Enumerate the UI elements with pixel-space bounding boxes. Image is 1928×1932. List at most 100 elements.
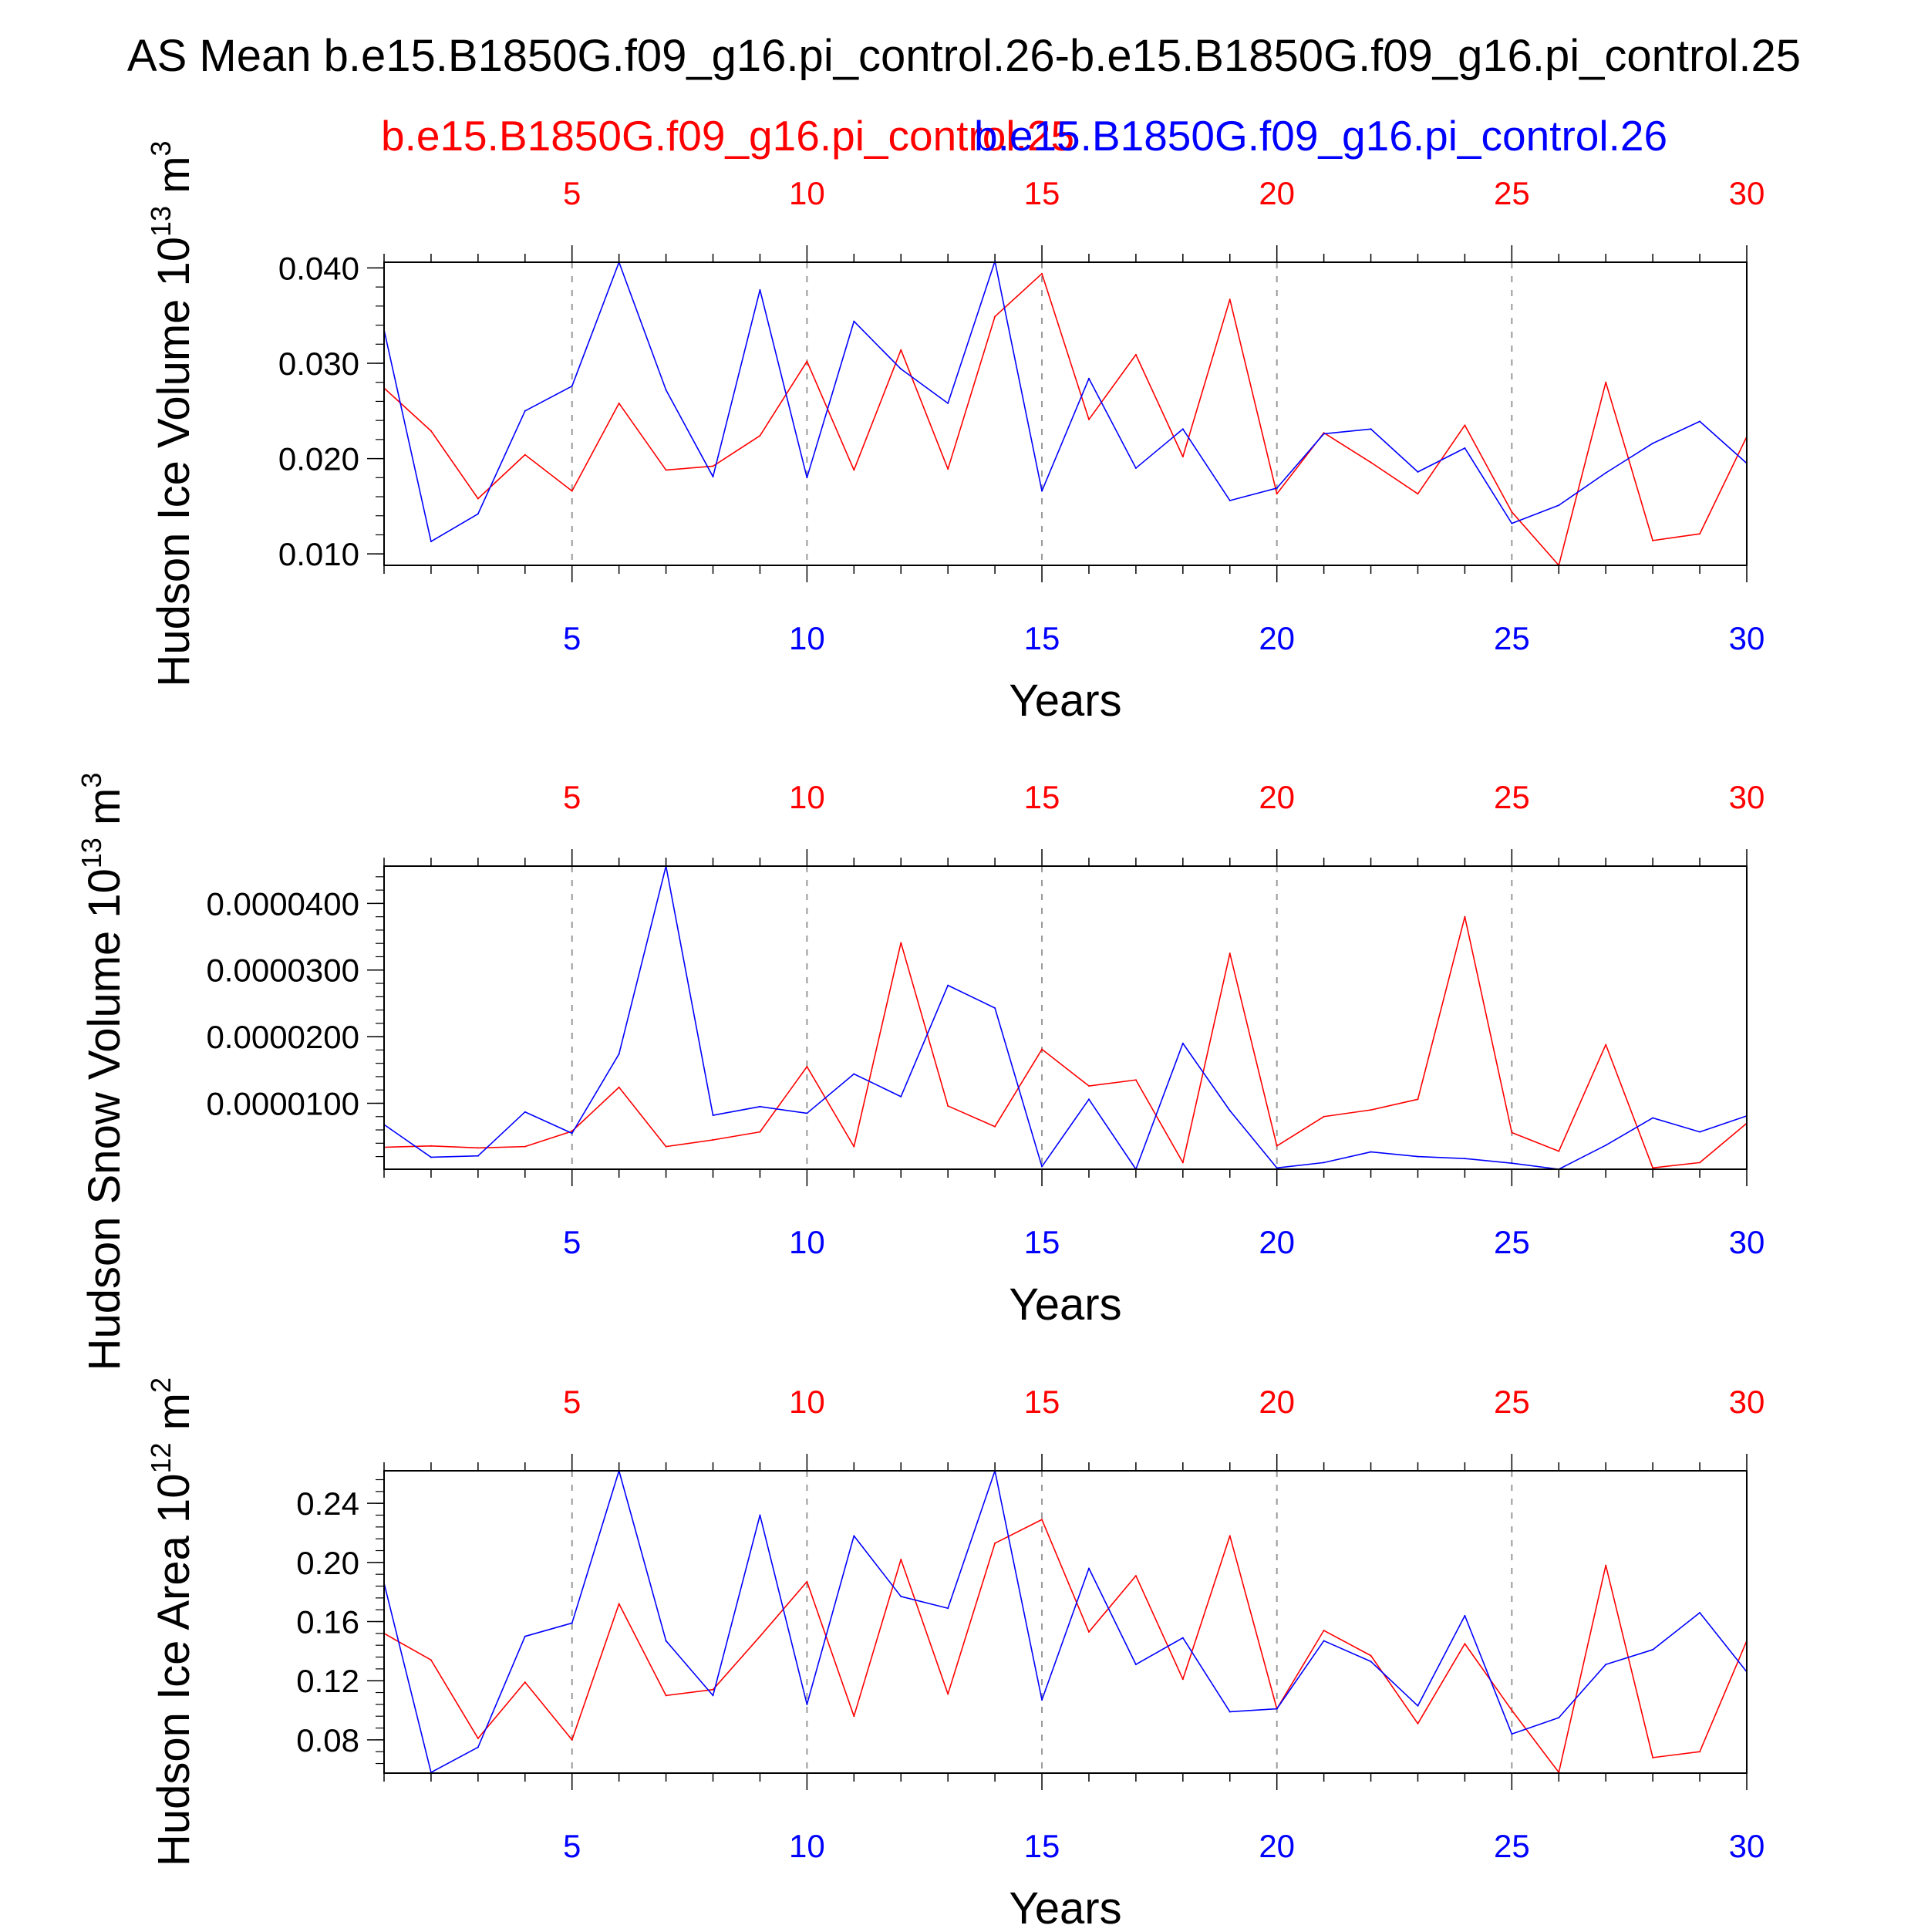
- data-point-red: [1323, 1115, 1325, 1118]
- y-axis-label: Hudson Ice Area 1012 m2: [145, 1377, 199, 1866]
- data-point-red: [853, 469, 855, 471]
- data-point-blue: [1041, 490, 1043, 492]
- data-point-blue: [1652, 442, 1654, 444]
- data-point-blue: [524, 1635, 526, 1637]
- data-point-blue: [1417, 470, 1419, 473]
- data-point-blue: [1229, 499, 1231, 501]
- x-tick-label-top: 5: [563, 175, 581, 211]
- data-point-red: [1417, 1098, 1419, 1101]
- data-point-blue: [1652, 1648, 1654, 1650]
- y-axis-label: Hudson Snow Volume 1013 m3: [76, 773, 130, 1371]
- data-point-red: [806, 1580, 808, 1583]
- data-point-blue: [1417, 1155, 1419, 1158]
- data-point-blue: [853, 320, 855, 322]
- series-line-blue: [383, 1470, 1748, 1773]
- data-point-blue: [759, 1514, 761, 1516]
- x-tick-label-bottom: 25: [1494, 1224, 1530, 1260]
- data-point-red: [1134, 1079, 1137, 1081]
- data-point-red: [430, 430, 432, 432]
- data-point-blue: [994, 1006, 996, 1009]
- data-point-red: [1605, 381, 1607, 383]
- y-tick-label: 0.0000200: [206, 1019, 359, 1055]
- data-point-blue: [1229, 1711, 1231, 1713]
- data-point-blue: [665, 1640, 667, 1642]
- data-point-red: [1229, 298, 1231, 301]
- x-tick-label-top: 30: [1729, 175, 1765, 211]
- plot-frame: [383, 865, 1748, 1170]
- data-point-red: [1511, 1131, 1513, 1134]
- y-tick-label: 0.0000100: [206, 1085, 359, 1121]
- data-point-red: [1370, 1109, 1372, 1111]
- y-tick-label: 0.08: [296, 1722, 359, 1758]
- data-point-blue: [1464, 447, 1466, 449]
- data-point-blue: [571, 385, 573, 387]
- data-point-red: [947, 1104, 949, 1107]
- data-point-blue: [1511, 522, 1513, 524]
- chart-panel-1: 0.010 0.020 0.030 0.040 5 5 10 10 15 15 20 20 25 25 30…: [145, 140, 1765, 726]
- data-point-blue: [947, 984, 949, 986]
- data-point-red: [853, 1715, 855, 1718]
- series-line-red: [383, 273, 1748, 566]
- data-point-blue: [477, 1155, 479, 1157]
- data-point-blue: [900, 1595, 902, 1597]
- x-tick-label-top: 25: [1494, 175, 1530, 211]
- data-point-red: [1134, 1575, 1137, 1577]
- data-point-red: [524, 1681, 526, 1684]
- x-tick-label-top: 20: [1259, 779, 1295, 815]
- data-point-red: [1087, 418, 1090, 420]
- data-point-blue: [571, 1132, 573, 1135]
- data-point-blue: [1041, 1165, 1043, 1168]
- data-point-red: [1652, 539, 1654, 541]
- x-tick-label-top: 25: [1494, 779, 1530, 815]
- data-point-red: [1370, 1654, 1372, 1657]
- data-point-red: [1558, 1150, 1560, 1152]
- data-point-red: [1041, 1519, 1043, 1521]
- plot-frame: [383, 261, 1748, 566]
- data-point-red: [900, 942, 902, 944]
- data-point-red: [1652, 1167, 1654, 1169]
- y-tick-label: 0.030: [278, 346, 359, 382]
- data-point-blue: [1464, 1158, 1466, 1160]
- data-point-red: [1041, 1048, 1043, 1050]
- data-point-blue: [947, 1607, 949, 1610]
- data-point-blue: [1558, 504, 1560, 507]
- data-point-blue: [1276, 1167, 1278, 1169]
- y-tick-label: 0.0000400: [206, 885, 359, 922]
- data-point-blue: [1323, 433, 1325, 435]
- data-point-blue: [1181, 1042, 1184, 1044]
- x-tick-label-bottom: 15: [1024, 1828, 1060, 1864]
- data-point-blue: [900, 368, 902, 370]
- data-point-blue: [1605, 1664, 1607, 1666]
- data-point-blue: [853, 1535, 855, 1537]
- data-point-red: [430, 1659, 432, 1661]
- x-tick-label-bottom: 15: [1024, 1224, 1060, 1260]
- x-tick-label-bottom: 5: [563, 1828, 581, 1864]
- data-point-red: [665, 1145, 667, 1148]
- data-point-red: [1087, 1085, 1090, 1087]
- data-point-red: [712, 1688, 714, 1691]
- data-point-blue: [1699, 1612, 1701, 1614]
- data-point-blue: [524, 1111, 526, 1113]
- main-title: AS Mean b.e15.B1850G.f09_g16.pi_control.…: [127, 31, 1801, 81]
- data-point-red: [524, 453, 526, 456]
- data-point-blue: [430, 541, 432, 543]
- data-point-red: [759, 1131, 761, 1133]
- y-axis-label: Hudson Ice Volume 1013 m3: [145, 140, 199, 686]
- y-tick-label: 0.16: [296, 1604, 359, 1640]
- data-point-red: [665, 469, 667, 471]
- data-point-red: [900, 1559, 902, 1561]
- data-point-red: [477, 1147, 479, 1149]
- plot-frame: [383, 1470, 1748, 1774]
- data-point-blue: [1605, 472, 1607, 474]
- data-point-red: [947, 1693, 949, 1695]
- data-point-blue: [759, 1105, 761, 1108]
- legend-red-series-name: b.e15.B1850G.f09_g16.pi_control.25: [381, 112, 1074, 160]
- data-point-red: [712, 465, 714, 467]
- data-point-red: [477, 497, 479, 500]
- x-tick-label-top: 20: [1259, 1384, 1295, 1420]
- data-point-red: [1605, 1564, 1607, 1566]
- x-tick-label-top: 10: [789, 1384, 825, 1420]
- data-point-blue: [1087, 1098, 1090, 1101]
- x-axis-label: Years: [1009, 676, 1121, 726]
